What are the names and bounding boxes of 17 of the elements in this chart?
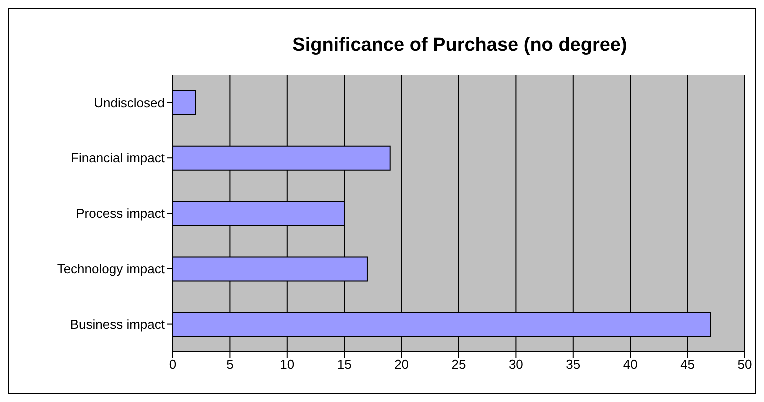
x-tick-label: 25 bbox=[452, 357, 466, 372]
y-tick-label: Financial impact bbox=[71, 150, 166, 166]
y-tick-label: Undisclosed bbox=[94, 95, 165, 110]
x-tick-label: 30 bbox=[508, 357, 524, 372]
y-tick-label: Process impact bbox=[76, 206, 166, 222]
x-tick-label: 50 bbox=[738, 357, 752, 372]
y-tick-label: Business impact bbox=[70, 316, 166, 332]
x-tick-label: 10 bbox=[280, 357, 295, 372]
x-tick-label: 45 bbox=[680, 357, 696, 372]
chart-title: Significance of Purchase (no degree) bbox=[292, 35, 628, 57]
x-tick-label: 40 bbox=[623, 357, 638, 372]
x-tick-label: 35 bbox=[566, 357, 581, 372]
x-tick-label: 15 bbox=[337, 357, 352, 372]
x-tick-label: 20 bbox=[394, 357, 410, 372]
y-tick-label: Technology impact bbox=[57, 262, 166, 277]
x-tick-label: 0 bbox=[169, 357, 177, 372]
x-tick-label: 5 bbox=[226, 357, 234, 372]
